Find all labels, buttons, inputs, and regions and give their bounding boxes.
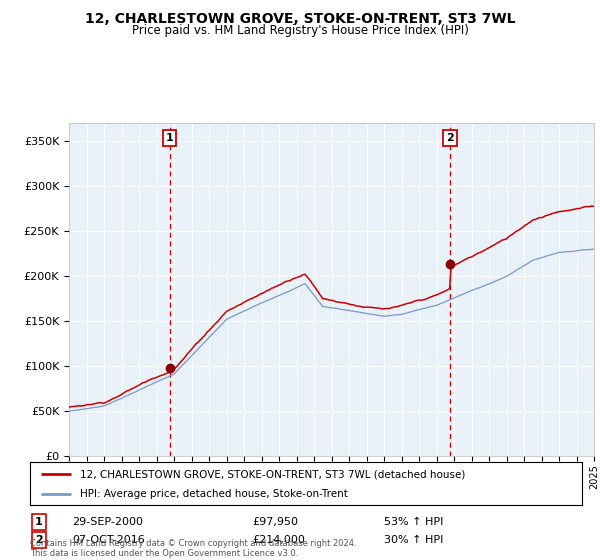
- Text: Contains HM Land Registry data © Crown copyright and database right 2024.
This d: Contains HM Land Registry data © Crown c…: [30, 539, 356, 558]
- Text: 2: 2: [35, 535, 43, 545]
- Text: 2: 2: [446, 133, 454, 143]
- Text: 1: 1: [166, 133, 173, 143]
- Text: 12, CHARLESTOWN GROVE, STOKE-ON-TRENT, ST3 7WL: 12, CHARLESTOWN GROVE, STOKE-ON-TRENT, S…: [85, 12, 515, 26]
- Text: 1: 1: [35, 517, 43, 527]
- Text: Price paid vs. HM Land Registry's House Price Index (HPI): Price paid vs. HM Land Registry's House …: [131, 24, 469, 36]
- Text: 53% ↑ HPI: 53% ↑ HPI: [384, 517, 443, 527]
- Text: £214,000: £214,000: [252, 535, 305, 545]
- Text: 07-OCT-2016: 07-OCT-2016: [72, 535, 145, 545]
- Text: 30% ↑ HPI: 30% ↑ HPI: [384, 535, 443, 545]
- Text: 29-SEP-2000: 29-SEP-2000: [72, 517, 143, 527]
- Text: 12, CHARLESTOWN GROVE, STOKE-ON-TRENT, ST3 7WL (detached house): 12, CHARLESTOWN GROVE, STOKE-ON-TRENT, S…: [80, 469, 465, 479]
- Text: £97,950: £97,950: [252, 517, 298, 527]
- Text: HPI: Average price, detached house, Stoke-on-Trent: HPI: Average price, detached house, Stok…: [80, 489, 347, 500]
